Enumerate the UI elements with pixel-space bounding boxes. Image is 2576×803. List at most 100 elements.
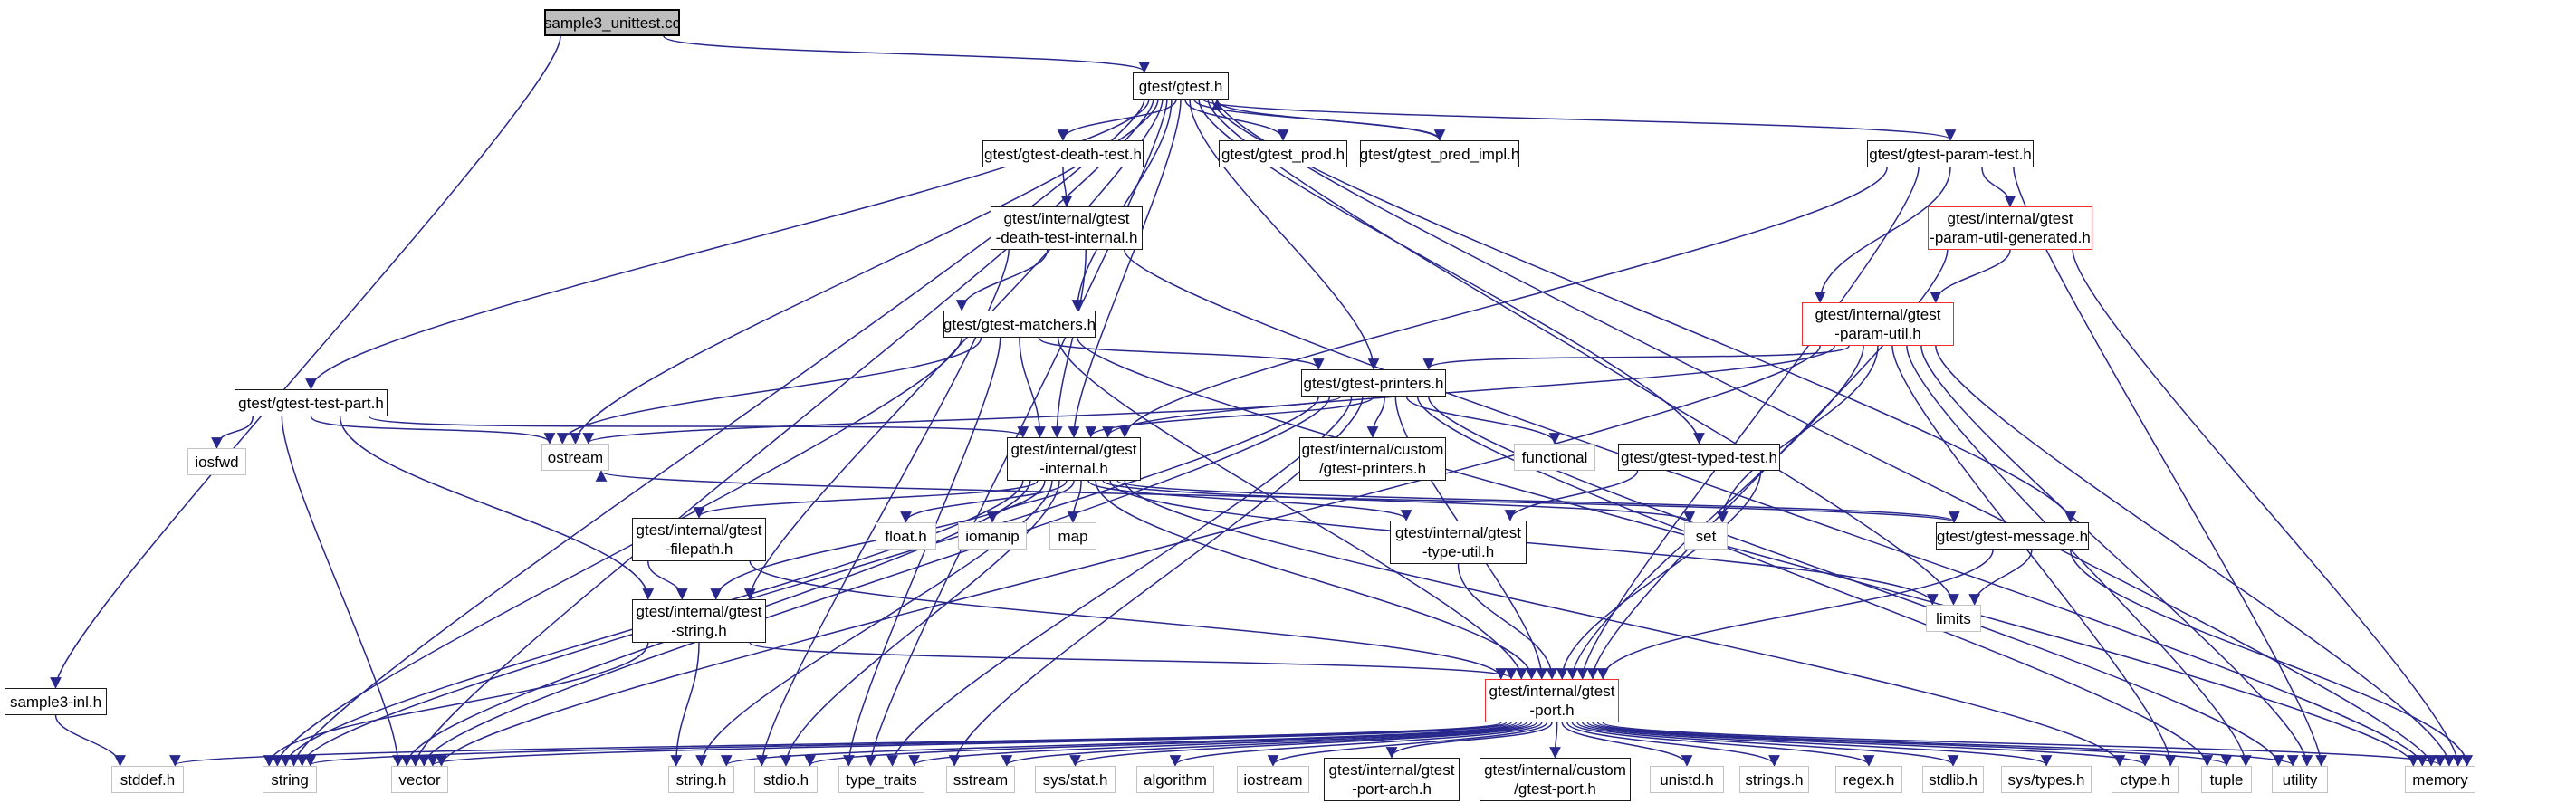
edge-death_test_internal-matchers	[955, 249, 1049, 311]
edge-matchers-internal	[1019, 337, 1046, 438]
node-label: ctype.h	[2120, 770, 2170, 789]
node-label: gtest/internal/custom	[1484, 761, 1626, 779]
node-functional: functional	[1514, 444, 1595, 471]
edge-test_part-string_internal	[339, 416, 655, 600]
node-param_util_generated[interactable]: gtest/internal/gtest -param-util-generate…	[1928, 206, 2092, 250]
node-param_test[interactable]: gtest/gtest-param-test.h	[1867, 140, 2034, 167]
node-custom_port[interactable]: gtest/internal/custom/gtest-port.h	[1480, 758, 1631, 801]
node-label: gtest/gtest-printers.h	[1303, 374, 1444, 392]
node-label: -type-util.h	[1422, 543, 1495, 560]
node-strings_h: strings.h	[1739, 766, 1809, 793]
edge-port-string_h	[721, 722, 1518, 767]
edge-internal-float_h	[900, 480, 1068, 523]
node-label: set	[1695, 527, 1717, 545]
edge-gtest_h-typed_test	[1198, 99, 1705, 445]
node-type_util[interactable]: gtest/internal/gtest -type-util.h	[1390, 521, 1527, 564]
node-sample3_inl[interactable]: sample3-inl.h	[5, 688, 107, 715]
edge-param_util-vector	[436, 345, 1821, 767]
node-iostream: iostream	[1237, 766, 1309, 793]
node-typed_test[interactable]: gtest/gtest-typed-test.h	[1618, 444, 1780, 471]
node-label: iomanip	[965, 527, 1020, 545]
edge-param_util_generated-param_util	[1930, 249, 2011, 303]
edge-port-ctype	[1586, 722, 2151, 767]
node-label: gtest/internal/gtest	[1489, 683, 1615, 700]
node-label: gtest/gtest_prod.h	[1221, 145, 1345, 163]
node-label: -param-util.h	[1834, 325, 1921, 342]
node-label: sample3-inl.h	[9, 693, 102, 711]
edge-param_util-internal	[1102, 345, 1835, 438]
edge-internal-stdio	[780, 480, 1060, 767]
node-custom_printers[interactable]: gtest/internal/custom/gtest-printers.h	[1299, 437, 1446, 481]
edge-filepath-string_internal	[647, 560, 688, 600]
edge-port-custom_port	[1549, 722, 1561, 759]
node-label: sys/types.h	[2007, 770, 2085, 789]
edge-param_test-internal	[1118, 167, 1888, 438]
node-memory: memory	[2405, 766, 2475, 793]
node-label: /gtest-printers.h	[1318, 460, 1427, 477]
edge-message-limits	[1968, 549, 2033, 606]
edge-param_test-port	[1576, 167, 1920, 680]
node-prod[interactable]: gtest/gtest_prod.h	[1219, 140, 1347, 167]
node-message[interactable]: gtest/gtest-message.h	[1936, 522, 2089, 550]
edge-port-utility	[1596, 722, 2299, 767]
node-pred_impl[interactable]: gtest/gtest_pred_impl.h	[1360, 140, 1519, 167]
node-label: gtest/internal/gtest	[1003, 210, 1130, 227]
node-label: map	[1058, 527, 1088, 545]
node-label: strings.h	[1745, 770, 1804, 789]
node-port[interactable]: gtest/internal/gtest -port.h	[1485, 679, 1619, 722]
node-label: utility	[2282, 770, 2318, 789]
edge-printers-sstream	[948, 396, 1364, 767]
edge-port-unistd	[1561, 722, 1693, 767]
edge-printers-tuple	[1416, 396, 2213, 767]
node-label: iosfwd	[195, 453, 239, 471]
edge-internal-type_util	[1087, 480, 1412, 521]
node-sys_stat: sys/stat.h	[1035, 766, 1116, 793]
node-filepath[interactable]: gtest/internal/gtest -filepath.h	[632, 518, 766, 561]
node-label: gtest/internal/gtest	[636, 603, 762, 620]
edge-internal-set	[1102, 480, 1695, 523]
node-death_test_internal[interactable]: gtest/internal/gtest -death-test-internal…	[991, 206, 1143, 250]
edge-filepath-port	[749, 560, 1507, 680]
edge-printers-string_std	[296, 396, 1319, 767]
edge-port-tuple	[1592, 722, 2233, 767]
node-label: gtest/internal/gtest	[1815, 306, 1941, 323]
node-label: gtest/gtest-death-test.h	[984, 145, 1142, 163]
node-label: limits	[1936, 609, 1971, 627]
edge-port-iostream	[1267, 722, 1548, 767]
node-test_part[interactable]: gtest/gtest-test-part.h	[235, 389, 388, 416]
edge-test_part-vector	[281, 416, 404, 767]
node-param_util[interactable]: gtest/internal/gtest -param-util.h	[1802, 302, 1954, 346]
node-label: -death-test-internal.h	[995, 229, 1138, 246]
node-stdio: stdio.h	[754, 766, 818, 793]
edge-internal-ctype	[1124, 480, 2126, 767]
edge-param_util-tuple	[1906, 345, 2252, 767]
node-label: ostream	[547, 448, 604, 466]
node-internal[interactable]: gtest/internal/gtest -internal.h	[1007, 437, 1141, 481]
edge-port-algorithm	[1169, 722, 1543, 767]
edge-printers-type_traits	[886, 396, 1353, 767]
node-label: string	[271, 770, 309, 789]
edge-printers-vector	[418, 396, 1331, 767]
node-label: type_traits	[846, 770, 917, 789]
node-death_test[interactable]: gtest/gtest-death-test.h	[982, 140, 1144, 167]
edge-port-strings_h	[1566, 722, 1780, 767]
edge-printers-internal	[1085, 396, 1374, 438]
node-root[interactable]: sample3_unittest.cc	[544, 9, 680, 36]
node-port_arch[interactable]: gtest/internal/gtest -port-arch.h	[1324, 758, 1460, 801]
node-string_internal[interactable]: gtest/internal/gtest -string.h	[632, 599, 766, 643]
edge-printers-functional	[1405, 396, 1561, 445]
edge-gtest_h-matchers	[1071, 99, 1173, 311]
node-gtest_h[interactable]: gtest/gtest.h	[1133, 72, 1229, 100]
node-sys_types: sys/types.h	[2001, 766, 2092, 793]
node-label: -port.h	[1529, 702, 1575, 719]
edge-death_test_internal-internal	[1050, 249, 1087, 438]
edge-param_util-set	[1716, 345, 1879, 523]
edge-pred_impl-gtest_h	[1211, 99, 1441, 141]
edge-matchers-printers	[1038, 337, 1325, 370]
node-printers[interactable]: gtest/gtest-printers.h	[1301, 369, 1446, 397]
edge-gtest_h-type_traits	[865, 99, 1168, 767]
node-matchers[interactable]: gtest/gtest-matchers.h	[943, 311, 1096, 338]
node-label: gtest/internal/custom	[1301, 441, 1444, 458]
edge-port-regex	[1571, 722, 1875, 767]
edge-port-string_std	[305, 722, 1508, 767]
